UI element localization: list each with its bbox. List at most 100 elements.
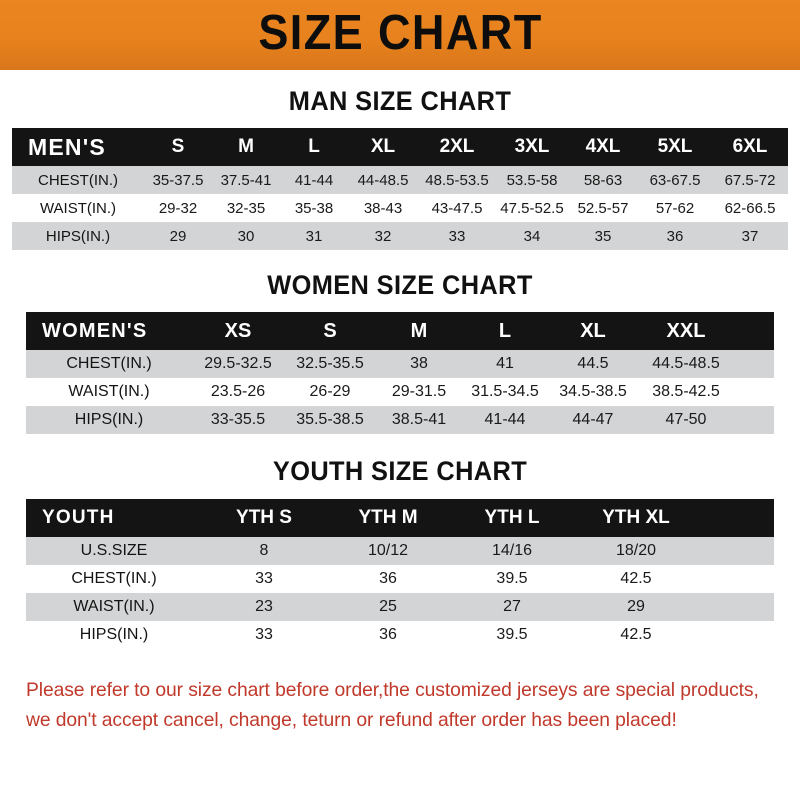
youth-cell: 18/20 [574, 537, 698, 565]
youth-cell: 42.5 [574, 565, 698, 593]
order-policy-line-1: Please refer to our size chart before or… [26, 679, 759, 701]
women-cell: 38.5-42.5 [638, 378, 734, 406]
women-column-header: S [284, 312, 376, 350]
women-row-label: WAIST(IN.) [26, 378, 192, 406]
page-title: SIZE CHART [257, 6, 543, 60]
women-cell: 26-29 [284, 378, 376, 406]
order-policy-line-2: we don't accept cancel, change, teturn o… [26, 709, 677, 732]
man-column-header: L [280, 128, 348, 166]
youth-column-header: YTH XL [574, 499, 698, 537]
women-cell [734, 406, 774, 434]
women-column-header: XS [192, 312, 284, 350]
man-corner-label: MEN'S [12, 128, 144, 166]
man-cell: 57-62 [638, 194, 712, 222]
women-size-table: WOMEN'S XS S M L XL XXL CHEST(IN.) 29.5-32.5 32.5… [26, 312, 774, 434]
page-banner: SIZE CHART [0, 0, 800, 70]
youth-cell: 25 [326, 593, 450, 621]
man-row-label: CHEST(IN.) [12, 166, 144, 194]
youth-cell [698, 537, 774, 565]
youth-cell: 14/16 [450, 537, 574, 565]
man-cell: 33 [418, 222, 496, 250]
women-cell [734, 350, 774, 378]
man-cell: 29-32 [144, 194, 212, 222]
man-size-table: MEN'S S M L XL 2XL 3XL 4XL 5XL 6XL CHEST(IN.) 35-37… [12, 128, 788, 250]
women-cell: 44.5 [548, 350, 638, 378]
youth-section-title: YOUTH SIZE CHART [272, 456, 528, 486]
youth-cell: 36 [326, 565, 450, 593]
women-cell: 41-44 [462, 406, 548, 434]
man-cell: 35-37.5 [144, 166, 212, 194]
women-column-header: L [462, 312, 548, 350]
youth-size-table: YOUTH YTH S YTH M YTH L YTH XL U.S.SIZE 8 10/12… [26, 499, 774, 649]
man-column-header: 4XL [568, 128, 638, 166]
youth-cell: 39.5 [450, 565, 574, 593]
women-corner-label: WOMEN'S [26, 312, 192, 350]
youth-cell: 33 [202, 565, 326, 593]
man-column-header: S [144, 128, 212, 166]
youth-cell [698, 593, 774, 621]
table-row: WAIST(IN.) 23.5-26 26-29 29-31.5 31.5-34.5 34… [26, 378, 774, 406]
table-row: CHEST(IN.) 35-37.5 37.5-41 41-44 44-48.5 48.5… [12, 166, 788, 194]
youth-cell: 39.5 [450, 621, 574, 649]
women-column-header: XXL [638, 312, 734, 350]
youth-cell: 29 [574, 593, 698, 621]
youth-cell [698, 621, 774, 649]
women-cell: 38.5-41 [376, 406, 462, 434]
youth-cell: 23 [202, 593, 326, 621]
man-cell: 47.5-52.5 [496, 194, 568, 222]
table-row: CHEST(IN.) 33 36 39.5 42.5 [26, 565, 774, 593]
women-section-title: WOMEN SIZE CHART [267, 270, 533, 300]
women-row-label: CHEST(IN.) [26, 350, 192, 378]
women-cell: 38 [376, 350, 462, 378]
man-column-header: M [212, 128, 280, 166]
man-table-wrapper: MEN'S S M L XL 2XL 3XL 4XL 5XL 6XL CHEST(IN.) 35-37… [0, 128, 800, 250]
women-header-row: WOMEN'S XS S M L XL XXL [26, 312, 774, 350]
man-cell: 53.5-58 [496, 166, 568, 194]
women-column-header: M [376, 312, 462, 350]
youth-column-header: YTH S [202, 499, 326, 537]
women-cell: 44-47 [548, 406, 638, 434]
man-cell: 31 [280, 222, 348, 250]
youth-column-header: YTH M [326, 499, 450, 537]
women-cell: 35.5-38.5 [284, 406, 376, 434]
man-cell: 32-35 [212, 194, 280, 222]
youth-row-label: WAIST(IN.) [26, 593, 202, 621]
women-cell: 31.5-34.5 [462, 378, 548, 406]
youth-cell: 10/12 [326, 537, 450, 565]
order-policy-note: Please refer to our size chart before or… [26, 675, 767, 735]
table-row: HIPS(IN.) 29 30 31 32 33 34 35 36 37 [12, 222, 788, 250]
man-column-header: 6XL [712, 128, 788, 166]
youth-cell: 42.5 [574, 621, 698, 649]
women-column-header [734, 312, 774, 350]
women-cell: 33-35.5 [192, 406, 284, 434]
man-cell: 63-67.5 [638, 166, 712, 194]
man-cell: 44-48.5 [348, 166, 418, 194]
man-cell: 35 [568, 222, 638, 250]
women-cell: 44.5-48.5 [638, 350, 734, 378]
man-column-header: XL [348, 128, 418, 166]
man-cell: 43-47.5 [418, 194, 496, 222]
youth-table-wrapper: YOUTH YTH S YTH M YTH L YTH XL U.S.SIZE 8 10/12… [0, 499, 800, 649]
women-cell [734, 378, 774, 406]
man-cell: 62-66.5 [712, 194, 788, 222]
man-cell: 67.5-72 [712, 166, 788, 194]
youth-cell: 33 [202, 621, 326, 649]
women-cell: 47-50 [638, 406, 734, 434]
man-column-header: 3XL [496, 128, 568, 166]
man-cell: 35-38 [280, 194, 348, 222]
man-cell: 48.5-53.5 [418, 166, 496, 194]
man-column-header: 2XL [418, 128, 496, 166]
man-cell: 52.5-57 [568, 194, 638, 222]
table-row: WAIST(IN.) 23 25 27 29 [26, 593, 774, 621]
table-row: HIPS(IN.) 33-35.5 35.5-38.5 38.5-41 41-44 44-… [26, 406, 774, 434]
man-header-row: MEN'S S M L XL 2XL 3XL 4XL 5XL 6XL [12, 128, 788, 166]
women-cell: 32.5-35.5 [284, 350, 376, 378]
youth-cell: 27 [450, 593, 574, 621]
man-cell: 32 [348, 222, 418, 250]
youth-header-row: YOUTH YTH S YTH M YTH L YTH XL [26, 499, 774, 537]
man-column-header: 5XL [638, 128, 712, 166]
youth-row-label: HIPS(IN.) [26, 621, 202, 649]
man-row-label: HIPS(IN.) [12, 222, 144, 250]
youth-cell [698, 565, 774, 593]
table-row: HIPS(IN.) 33 36 39.5 42.5 [26, 621, 774, 649]
